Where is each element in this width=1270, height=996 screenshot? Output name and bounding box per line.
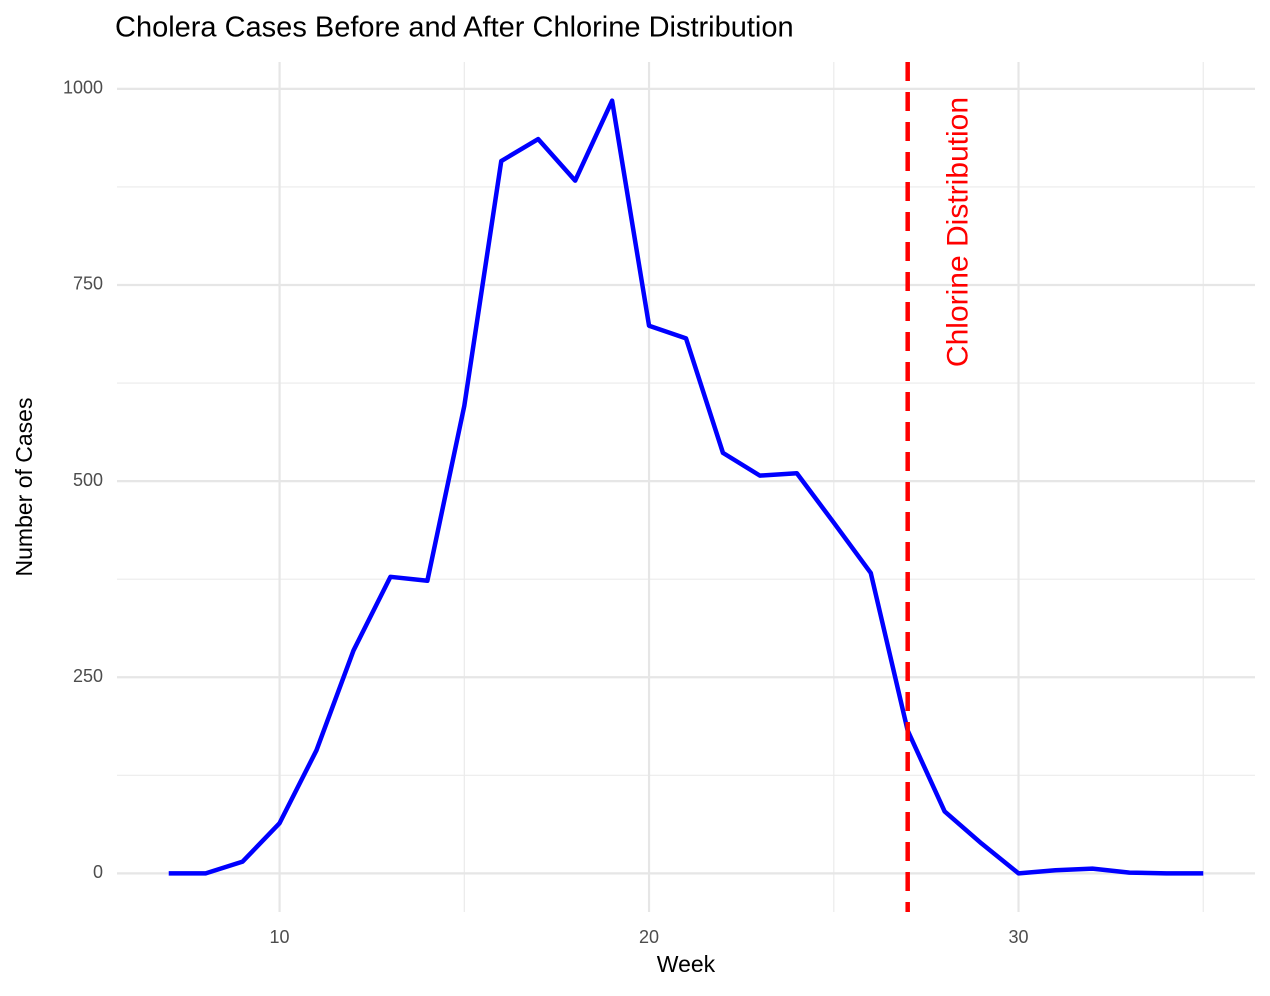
x-axis-label: Week <box>657 951 716 977</box>
y-tick-label: 250 <box>73 666 103 686</box>
x-tick-label: 20 <box>639 927 659 947</box>
x-tick-label: 30 <box>1009 927 1029 947</box>
y-axis-label: Number of Cases <box>11 398 37 577</box>
data-line <box>168 98 1204 876</box>
y-tick-label: 1000 <box>63 78 103 98</box>
y-tick-label: 750 <box>73 274 103 294</box>
y-tick-label: 500 <box>73 470 103 490</box>
y-tick-label: 0 <box>93 862 103 882</box>
annotation: Chlorine Distribution <box>942 97 975 367</box>
x-tick-label: 10 <box>270 927 290 947</box>
chart-title: Cholera Cases Before and After Chlorine … <box>115 12 794 44</box>
